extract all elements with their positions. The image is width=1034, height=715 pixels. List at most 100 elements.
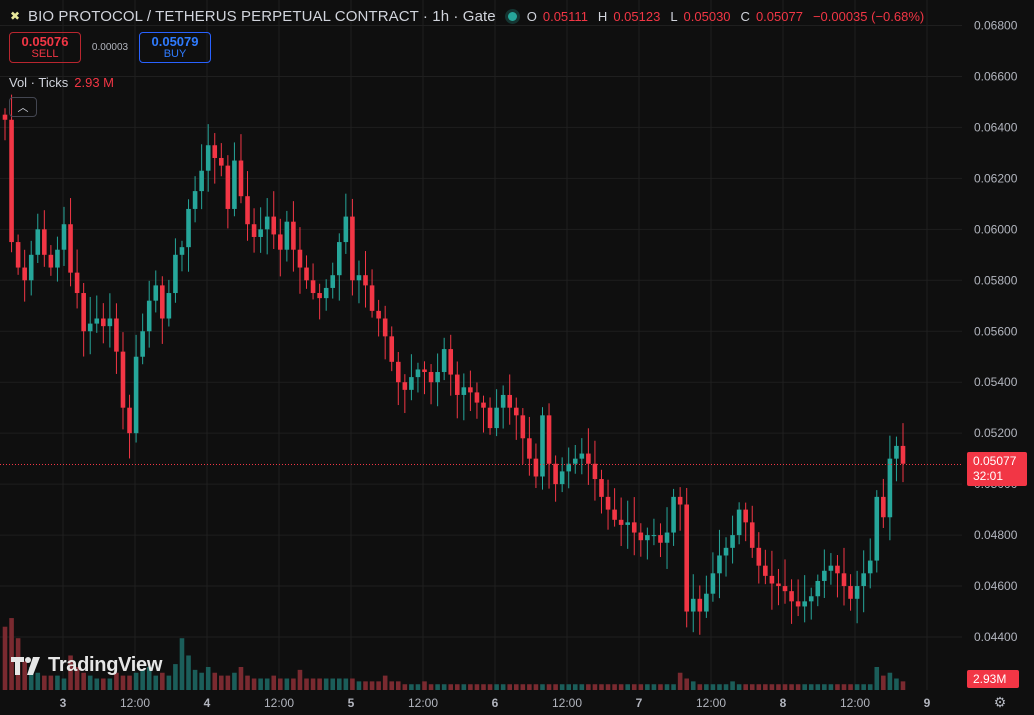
volume-bar — [658, 684, 663, 690]
volume-bar — [507, 684, 513, 690]
volume-bar — [153, 675, 159, 690]
candle-body — [284, 221, 290, 250]
candle-body — [730, 535, 735, 548]
volume-bar — [376, 681, 381, 690]
volume-bar — [166, 675, 172, 690]
candle-body — [592, 463, 598, 480]
candle-body — [146, 300, 152, 332]
candle-body — [874, 496, 880, 561]
volume-bar — [264, 678, 270, 690]
symbol-title[interactable]: BIO PROTOCOL / TETHERUS PERPETUAL CONTRA… — [28, 7, 496, 25]
candle-body — [533, 458, 539, 477]
tradingview-watermark: TradingView — [11, 654, 162, 677]
candle-body — [428, 372, 434, 383]
volume-legend-label: Vol · Ticks — [9, 75, 69, 90]
candle-body — [835, 565, 840, 574]
volume-bar — [74, 666, 80, 690]
candle-body — [638, 532, 644, 541]
volume-bar — [808, 684, 814, 690]
candle-body — [245, 196, 250, 225]
candle-body — [861, 573, 866, 587]
candle-body — [546, 415, 552, 464]
volume-bar — [645, 684, 650, 690]
last-price-label: 0.05077 32:01 — [967, 452, 1027, 486]
candle-body — [808, 596, 814, 602]
candle-body — [487, 407, 493, 429]
volume-bar — [723, 684, 729, 690]
candle-body — [42, 229, 47, 255]
close-value: 0.05077 — [755, 8, 803, 24]
volume-legend[interactable]: Vol · Ticks 2.93 M — [9, 75, 114, 90]
volume-bar — [2, 626, 8, 690]
candle-body — [48, 254, 54, 268]
candle-body — [717, 555, 722, 574]
candle-body — [625, 522, 630, 525]
volume-bar — [592, 684, 598, 690]
volume-bar — [881, 675, 886, 690]
volume-bar — [291, 678, 296, 690]
y-tick-label: 0.06400 — [974, 120, 1018, 134]
candle-body — [474, 392, 480, 403]
volume-bar — [258, 678, 263, 690]
volume-bar — [114, 672, 119, 690]
volume-bar — [671, 684, 676, 690]
candle-body — [481, 402, 486, 408]
volume-bar — [664, 684, 670, 690]
volume-bar — [101, 678, 106, 690]
candle-body — [160, 285, 165, 319]
volume-bar — [422, 681, 427, 690]
candle-body — [101, 318, 106, 327]
candle-body — [572, 458, 578, 464]
x-tick-label: 4 — [204, 696, 211, 710]
candle-body — [94, 318, 100, 324]
ohlc-values: O 0.05111 H 0.05123 L 0.05030 C 0.05077 −0.0… — [527, 9, 929, 24]
candle-body — [343, 216, 349, 243]
candle-body — [645, 535, 650, 541]
volume-bar — [245, 675, 250, 690]
candle-body — [114, 318, 119, 352]
volume-bar — [474, 684, 480, 690]
low-key: L — [670, 8, 678, 24]
volume-bar — [205, 666, 211, 690]
candle-body — [87, 323, 93, 332]
volume-bar — [330, 678, 336, 690]
change-value: −0.00035 (−0.68%) — [812, 8, 925, 24]
candle-body — [586, 453, 591, 464]
candle-body — [317, 293, 322, 299]
volume-bar — [612, 684, 617, 690]
sell-button[interactable]: 0.05076 SELL — [9, 32, 81, 63]
volume-legend-value: 2.93 M — [74, 75, 114, 90]
candle-body — [402, 382, 408, 390]
candle-body — [651, 535, 657, 537]
candle-body — [55, 249, 60, 268]
candle-body — [291, 221, 296, 250]
candle-body — [527, 438, 532, 459]
candle-body — [153, 285, 159, 301]
volume-bar — [782, 684, 788, 690]
buy-button[interactable]: 0.05079 BUY — [139, 32, 211, 63]
volume-bar — [356, 681, 362, 690]
volume-bar — [776, 684, 781, 690]
candle-body — [605, 496, 611, 510]
x-tick-label: 12:00 — [408, 696, 438, 710]
candle-body — [323, 287, 329, 299]
candle-body — [494, 407, 499, 429]
volume-bar — [219, 675, 224, 690]
volume-bar — [415, 684, 421, 690]
volume-bar — [559, 684, 565, 690]
x-tick-label: 8 — [780, 696, 787, 710]
volume-bar — [861, 684, 866, 690]
volume-bar — [690, 681, 696, 690]
volume-bar — [35, 672, 41, 690]
candle-body — [848, 586, 853, 599]
gear-icon[interactable]: ⚙ — [993, 693, 1007, 710]
candle-body — [822, 570, 827, 581]
candle-body — [9, 119, 14, 243]
collapse-legend-button[interactable]: ︿ — [9, 97, 37, 117]
volume-bar — [835, 684, 840, 690]
candle-body — [867, 560, 873, 574]
volume-bar — [42, 675, 47, 690]
candle-body — [2, 114, 8, 120]
y-tick-label: 0.05400 — [974, 375, 1018, 389]
